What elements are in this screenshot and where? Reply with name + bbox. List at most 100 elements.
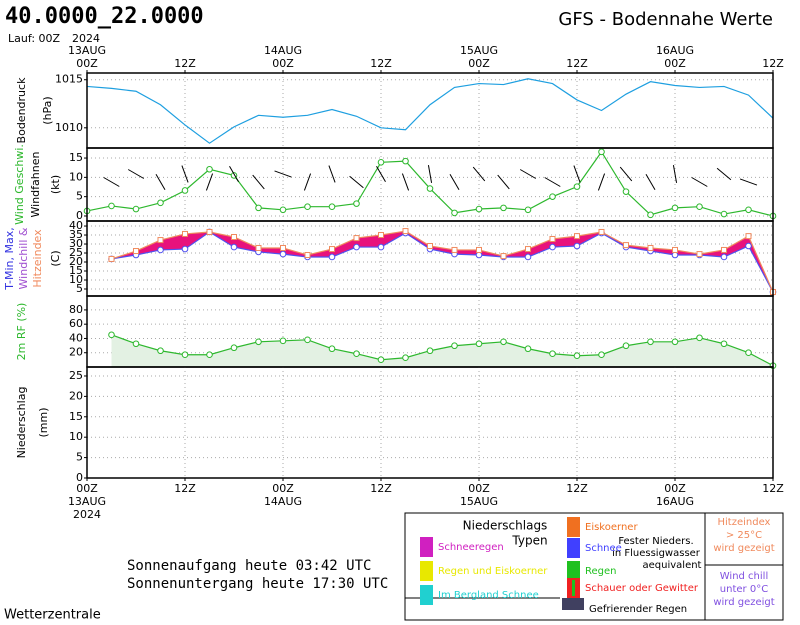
point <box>524 206 532 214</box>
point <box>672 246 678 253</box>
y-tick-label: 5 <box>76 282 83 295</box>
series-line <box>111 231 774 293</box>
point <box>500 338 507 346</box>
point <box>402 354 409 362</box>
point <box>451 342 458 350</box>
heat-note: > 25°C <box>726 530 762 541</box>
legend-label: Schneeregen <box>438 542 504 553</box>
point <box>328 253 336 261</box>
y-tick-label: 5 <box>76 190 83 203</box>
legend-swatch <box>562 598 584 610</box>
point <box>304 203 311 211</box>
x-tick-label: 12Z <box>566 482 588 495</box>
x-tick-label: 00Z <box>272 482 294 495</box>
wind-barb <box>103 177 120 187</box>
point <box>157 237 164 244</box>
point <box>720 340 728 348</box>
point <box>549 350 556 358</box>
point <box>353 350 360 358</box>
legend: Niederschlags Typen Fester Nieders. in F… <box>404 512 784 621</box>
chill-note: wird gezeigt <box>713 597 774 608</box>
chart-title: GFS - Bodennahe Werte <box>558 9 773 30</box>
point <box>206 228 213 235</box>
point <box>745 349 752 357</box>
point <box>696 203 703 211</box>
point <box>353 200 360 207</box>
point <box>647 338 654 346</box>
legend-label: Regen <box>585 566 617 577</box>
wind-barb <box>127 169 145 179</box>
point <box>157 246 164 254</box>
point <box>377 356 385 364</box>
wind-barb <box>303 173 312 191</box>
wind-barb <box>449 173 460 191</box>
point <box>280 244 286 251</box>
series-line <box>86 78 774 144</box>
point <box>525 246 531 253</box>
area-fill <box>111 334 773 367</box>
series-line <box>111 230 774 293</box>
x-date-label: 15AUG <box>460 495 498 508</box>
point <box>353 235 360 242</box>
wind-barb <box>497 174 510 190</box>
y-tick-label: 10 <box>69 170 83 183</box>
point <box>377 158 385 166</box>
wind-barb <box>472 166 486 182</box>
wind-barb <box>597 173 606 191</box>
point <box>157 199 164 207</box>
y-axis-title: Windfahnen <box>29 152 42 218</box>
x-tick-label: 12Z <box>762 57 784 70</box>
point <box>647 211 654 219</box>
x-tick-label: 12Z <box>370 482 392 495</box>
point <box>524 253 532 261</box>
point <box>524 345 532 353</box>
wind-barb <box>181 165 189 183</box>
y-axis-title: (mm) <box>37 407 50 437</box>
point <box>549 235 556 242</box>
legend-label: Gefrierender Regen <box>589 604 687 615</box>
x-date-label: 16AUG <box>656 44 694 57</box>
x-tick-label: 12Z <box>174 57 196 70</box>
point <box>573 352 581 360</box>
point <box>647 244 654 251</box>
wind-barb <box>328 165 336 183</box>
y-axis-title: T-Min, Max, <box>3 227 16 290</box>
point <box>745 242 752 250</box>
x-tick-label: 00Z <box>76 482 98 495</box>
point <box>328 345 336 353</box>
point <box>279 250 287 258</box>
x-tick-label: 12Z <box>566 57 588 70</box>
point <box>623 242 629 249</box>
wind-barb <box>519 169 537 179</box>
point <box>500 253 507 260</box>
y-tick-label: 25 <box>69 369 83 382</box>
y-tick-label: 40 <box>69 331 83 344</box>
chill-box <box>704 564 784 621</box>
point <box>108 202 115 210</box>
heat-note: Hitzeindex <box>718 517 771 528</box>
point <box>206 165 213 173</box>
legend-label: Im Bergland Schnee <box>438 590 539 601</box>
y-tick-label: 0 <box>76 471 83 484</box>
point <box>230 344 238 352</box>
point <box>574 233 580 240</box>
point <box>133 248 139 255</box>
x-tick-label: 00Z <box>664 57 686 70</box>
y-tick-label: 10 <box>69 273 83 286</box>
wind-barb <box>573 165 581 183</box>
legend-swatch <box>567 538 580 558</box>
y-axis-title: Niederschlag <box>15 387 28 459</box>
x-tick-label: 00Z <box>272 57 294 70</box>
point <box>476 246 482 253</box>
point <box>696 251 703 258</box>
point <box>279 337 287 345</box>
wind-barb <box>229 165 239 183</box>
point <box>622 342 630 350</box>
x-tick-label: 12Z <box>174 482 196 495</box>
y-tick-label: 10 <box>69 430 83 443</box>
y-axis-title: (kt) <box>49 175 62 194</box>
point <box>426 347 434 355</box>
point <box>720 253 728 261</box>
point <box>745 233 752 240</box>
y-tick-label: 25 <box>69 246 83 259</box>
